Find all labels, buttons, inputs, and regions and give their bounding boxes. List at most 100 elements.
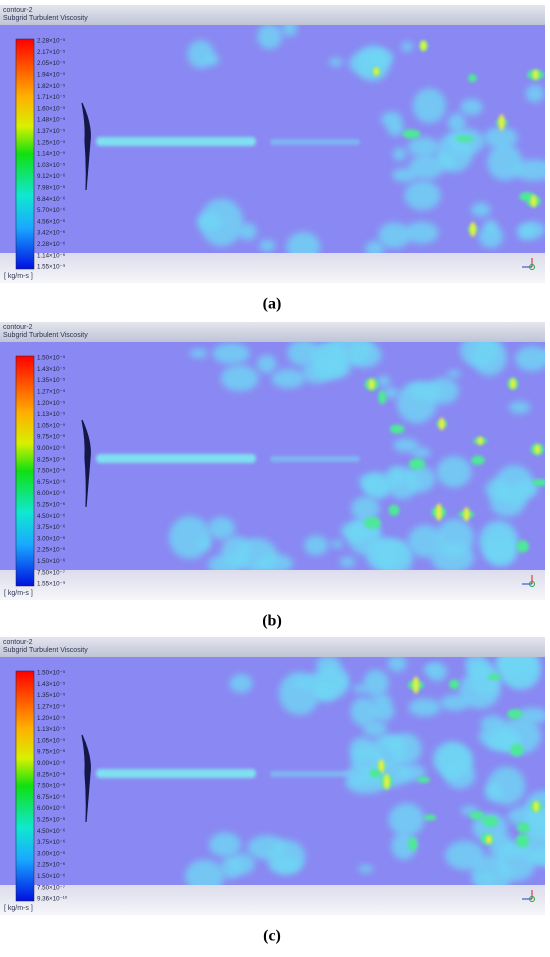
blob (483, 126, 518, 149)
legend-label: 6.84×10⁻⁶ (37, 196, 66, 203)
blob (281, 25, 298, 37)
blob (255, 553, 294, 570)
blob (496, 657, 532, 676)
colorbar (15, 38, 35, 270)
axis-triad (522, 575, 535, 587)
legend-label: 2.17×10⁻⁵ (37, 49, 66, 56)
legend-label: 1.43×10⁻⁵ (37, 366, 66, 373)
blob-core (487, 673, 501, 681)
blob-core (389, 424, 405, 434)
blob (423, 664, 439, 673)
blob (339, 556, 356, 568)
blob (286, 231, 321, 253)
legend-label: 5.70×10⁻⁶ (37, 207, 66, 214)
legend-label: 2.25×10⁻⁶ (37, 862, 66, 869)
legend-label: 8.25×10⁻⁶ (37, 456, 66, 463)
legend-label: 9.12×10⁻⁶ (37, 173, 66, 180)
blob-peak (533, 800, 540, 813)
blob-peak (477, 436, 484, 446)
blob-peak (532, 69, 539, 80)
blob-core (516, 539, 529, 553)
axis-triad (522, 258, 535, 270)
legend-label: 6.75×10⁻⁶ (37, 479, 66, 486)
legend-label: 6.75×10⁻⁶ (37, 794, 66, 801)
legend-label: 1.05×10⁻⁵ (37, 737, 66, 744)
blob (516, 223, 535, 241)
blob (287, 342, 320, 367)
legend-label: 9.75×10⁻⁶ (37, 749, 66, 756)
blob-peak (469, 222, 476, 237)
blob (401, 41, 414, 52)
wake-far (270, 139, 360, 145)
blob (257, 25, 283, 50)
blob (382, 387, 399, 399)
blob (330, 540, 344, 549)
blob-core (423, 814, 437, 821)
blob-core (482, 815, 499, 828)
turbulence (96, 25, 545, 253)
blob (427, 377, 459, 405)
blob (370, 700, 395, 722)
blob (328, 57, 343, 67)
blob (470, 202, 491, 217)
legend-label: 1.50×10⁻⁵ (37, 355, 66, 362)
blob-peak (412, 676, 419, 694)
header-bar (0, 322, 545, 342)
legend-label: 1.25×10⁻⁵ (37, 139, 66, 146)
blob (220, 365, 259, 392)
legend-label: 1.27×10⁻⁵ (37, 704, 66, 711)
blob (525, 84, 545, 103)
blob (405, 221, 439, 244)
colorbar (15, 670, 35, 902)
legend-label: 3.00×10⁻⁶ (37, 535, 66, 542)
header-title: contour-2 (3, 7, 33, 14)
blob-core (532, 478, 545, 487)
blob (460, 98, 483, 116)
blob-peak (463, 507, 470, 522)
blob-core (455, 135, 474, 143)
blob-peak (435, 503, 442, 521)
blob (365, 240, 385, 253)
blob (404, 180, 441, 211)
legend-label: 1.55×10⁻⁹ (37, 581, 66, 588)
blob (513, 480, 539, 498)
blob-peak (438, 417, 445, 431)
header-subtitle: Subgrid Turbulent Viscosity (3, 15, 88, 22)
turbulence (96, 657, 545, 885)
legend-label: 1.50×10⁻⁶ (37, 873, 66, 880)
blob (363, 669, 389, 697)
blob (356, 45, 390, 82)
blob-core (417, 776, 430, 783)
legend-label: 1.05×10⁻⁵ (37, 422, 66, 429)
legend-label: 4.50×10⁻⁶ (37, 513, 66, 520)
blob-core (468, 74, 477, 83)
blob-peak (530, 195, 537, 208)
legend-label: 1.20×10⁻⁵ (37, 400, 66, 407)
blob (199, 198, 244, 247)
legend-label: 9.00×10⁻⁶ (37, 760, 66, 767)
blob (324, 357, 345, 374)
blob (445, 840, 485, 871)
legend-label: 5.25×10⁻⁶ (37, 502, 66, 509)
blob-core (507, 708, 523, 720)
legend-label: 2.28×10⁻⁶ (37, 241, 66, 248)
blob-peak (534, 444, 541, 455)
caption: (b) (262, 613, 282, 630)
wake (96, 454, 256, 463)
blob-core (407, 836, 418, 851)
axis-x (529, 581, 535, 587)
blob (204, 54, 220, 66)
legend-label: 1.50×10⁻⁵ (37, 670, 66, 677)
blob (478, 726, 518, 747)
legend-label: 8.25×10⁻⁶ (37, 771, 66, 778)
wake-far (270, 771, 360, 777)
blob-peak (420, 40, 427, 51)
legend-label: 1.43×10⁻⁵ (37, 681, 66, 688)
blob (304, 670, 347, 694)
legend-label: 6.00×10⁻⁶ (37, 805, 66, 812)
blob (515, 345, 545, 372)
blob (378, 222, 411, 249)
blob (496, 844, 536, 882)
blob (408, 698, 441, 717)
